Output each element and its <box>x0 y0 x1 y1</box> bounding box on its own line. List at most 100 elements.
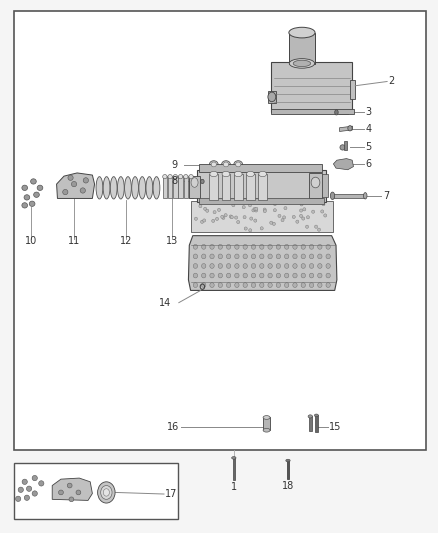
Ellipse shape <box>268 282 272 287</box>
Ellipse shape <box>318 228 321 231</box>
Ellipse shape <box>194 217 198 220</box>
Ellipse shape <box>124 176 131 199</box>
Ellipse shape <box>254 219 257 222</box>
Text: 4: 4 <box>365 124 371 134</box>
Bar <box>344 141 347 150</box>
Ellipse shape <box>221 215 224 219</box>
Ellipse shape <box>22 479 27 484</box>
Bar <box>246 174 255 199</box>
Ellipse shape <box>243 264 247 268</box>
Ellipse shape <box>250 217 253 220</box>
Ellipse shape <box>260 245 264 249</box>
Ellipse shape <box>301 264 305 268</box>
Ellipse shape <box>234 171 242 176</box>
Ellipse shape <box>322 203 325 206</box>
Ellipse shape <box>226 282 231 287</box>
Ellipse shape <box>236 162 241 167</box>
Ellipse shape <box>31 179 36 184</box>
Ellipse shape <box>235 264 239 268</box>
Bar <box>197 169 326 201</box>
Ellipse shape <box>22 185 28 190</box>
Ellipse shape <box>272 222 276 225</box>
Bar <box>184 176 188 198</box>
Ellipse shape <box>260 254 264 259</box>
Ellipse shape <box>139 176 145 199</box>
Ellipse shape <box>210 264 214 268</box>
Ellipse shape <box>193 245 198 249</box>
Ellipse shape <box>309 282 314 287</box>
Ellipse shape <box>96 176 103 199</box>
Ellipse shape <box>324 214 327 217</box>
Bar <box>272 62 352 112</box>
Ellipse shape <box>252 209 255 212</box>
Ellipse shape <box>24 495 29 500</box>
Ellipse shape <box>235 216 238 219</box>
Ellipse shape <box>348 126 352 131</box>
Bar <box>199 165 321 172</box>
Ellipse shape <box>211 162 216 167</box>
Ellipse shape <box>285 245 289 249</box>
Ellipse shape <box>318 245 322 249</box>
Ellipse shape <box>259 171 267 176</box>
Ellipse shape <box>218 273 223 278</box>
Ellipse shape <box>292 215 295 219</box>
Ellipse shape <box>76 490 81 495</box>
Ellipse shape <box>293 254 297 259</box>
Ellipse shape <box>234 161 243 168</box>
Ellipse shape <box>243 273 247 278</box>
Ellipse shape <box>178 174 183 179</box>
Bar <box>289 33 315 64</box>
Ellipse shape <box>308 415 312 418</box>
Ellipse shape <box>268 264 272 268</box>
Ellipse shape <box>103 489 110 496</box>
Ellipse shape <box>330 192 335 199</box>
Ellipse shape <box>218 254 223 259</box>
Bar <box>178 176 183 198</box>
Ellipse shape <box>273 203 276 206</box>
Ellipse shape <box>18 487 23 492</box>
Ellipse shape <box>289 59 314 68</box>
Bar <box>315 415 318 432</box>
Ellipse shape <box>24 195 30 200</box>
Ellipse shape <box>132 176 138 199</box>
Ellipse shape <box>201 264 206 268</box>
Ellipse shape <box>203 219 206 222</box>
Bar <box>287 461 289 479</box>
Ellipse shape <box>243 282 247 287</box>
Ellipse shape <box>201 254 206 259</box>
Ellipse shape <box>210 171 218 176</box>
Ellipse shape <box>251 245 256 249</box>
Ellipse shape <box>309 245 314 249</box>
Ellipse shape <box>309 273 314 278</box>
Ellipse shape <box>193 282 198 287</box>
Bar <box>209 174 218 199</box>
Ellipse shape <box>32 491 37 496</box>
Text: 9: 9 <box>171 160 177 171</box>
Ellipse shape <box>235 254 239 259</box>
Ellipse shape <box>273 208 276 212</box>
Ellipse shape <box>285 282 289 287</box>
Ellipse shape <box>218 264 223 268</box>
Ellipse shape <box>318 273 322 278</box>
Ellipse shape <box>201 220 204 223</box>
Ellipse shape <box>212 219 215 222</box>
Text: 11: 11 <box>68 236 80 246</box>
Bar <box>339 111 348 114</box>
Text: 14: 14 <box>159 297 171 308</box>
Ellipse shape <box>314 225 318 228</box>
Ellipse shape <box>276 264 281 268</box>
Ellipse shape <box>235 282 239 287</box>
Ellipse shape <box>270 221 273 224</box>
Polygon shape <box>333 159 353 169</box>
Ellipse shape <box>201 282 206 287</box>
Ellipse shape <box>98 482 115 503</box>
Text: 8: 8 <box>171 176 177 187</box>
Ellipse shape <box>83 177 88 183</box>
Ellipse shape <box>117 176 124 199</box>
Ellipse shape <box>242 206 245 209</box>
Ellipse shape <box>311 177 320 188</box>
Ellipse shape <box>251 254 256 259</box>
Ellipse shape <box>335 110 338 115</box>
Ellipse shape <box>226 245 231 249</box>
Ellipse shape <box>247 171 254 176</box>
